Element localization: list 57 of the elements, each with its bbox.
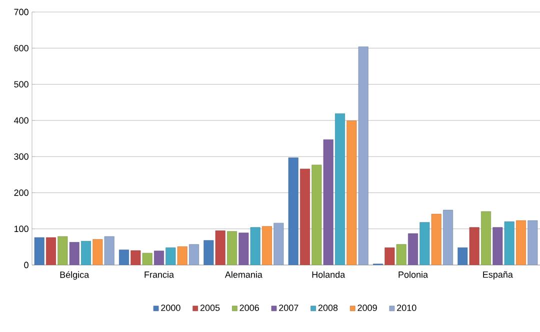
bar — [384, 248, 395, 265]
bar — [92, 239, 103, 265]
bar — [250, 227, 260, 265]
legend-label: 2008 — [318, 304, 338, 311]
bar — [516, 220, 526, 265]
bar — [104, 236, 114, 265]
bar — [528, 220, 538, 265]
bar — [142, 252, 152, 265]
y-tick-label: 600 — [14, 44, 28, 52]
bar — [431, 214, 442, 265]
y-tick-label: 200 — [14, 190, 28, 196]
bar — [312, 164, 322, 265]
y-tick-label: 400 — [14, 117, 28, 124]
bar — [443, 210, 453, 265]
y-tick-label: 100 — [14, 226, 28, 232]
bar — [492, 227, 503, 265]
legend-label: 2005 — [200, 304, 220, 311]
bar — [34, 237, 44, 265]
bar — [300, 168, 310, 265]
bar — [469, 227, 480, 265]
x-tick-label: Holanda — [312, 271, 346, 278]
bar — [346, 120, 357, 265]
bar — [358, 46, 368, 265]
bar — [396, 244, 406, 265]
y-tick-label: 300 — [14, 153, 28, 160]
bar — [262, 226, 272, 265]
bar — [504, 221, 514, 265]
bar — [323, 139, 334, 265]
bar — [481, 211, 491, 265]
legend-label: 2010 — [397, 304, 416, 311]
x-tick-label: Bélgica — [60, 271, 90, 280]
bar — [238, 232, 249, 265]
x-tick-label: Alemania — [224, 271, 262, 278]
bar — [46, 237, 56, 265]
legend-label: 2000 — [161, 304, 180, 311]
bar — [130, 250, 141, 265]
y-tick-label: 700 — [14, 8, 28, 16]
bar — [189, 244, 199, 265]
x-tick-label: Francia — [144, 271, 174, 278]
bar — [408, 233, 418, 265]
legend-label: 2006 — [240, 304, 259, 311]
x-tick-label: Polonia — [398, 271, 428, 278]
x-tick-label: España — [483, 271, 513, 280]
bar — [58, 236, 68, 265]
bar — [288, 158, 298, 265]
bar — [81, 240, 91, 265]
legend-label: 2009 — [358, 304, 377, 311]
bar — [420, 222, 430, 265]
bar — [274, 222, 284, 265]
legend-label: 2007 — [279, 304, 298, 311]
bar — [215, 230, 226, 265]
y-tick-label: 500 — [14, 81, 28, 88]
y-tick-label: 0 — [24, 262, 28, 268]
bar — [227, 231, 237, 265]
bar — [335, 113, 345, 265]
bar — [69, 242, 80, 265]
bar — [204, 240, 214, 265]
